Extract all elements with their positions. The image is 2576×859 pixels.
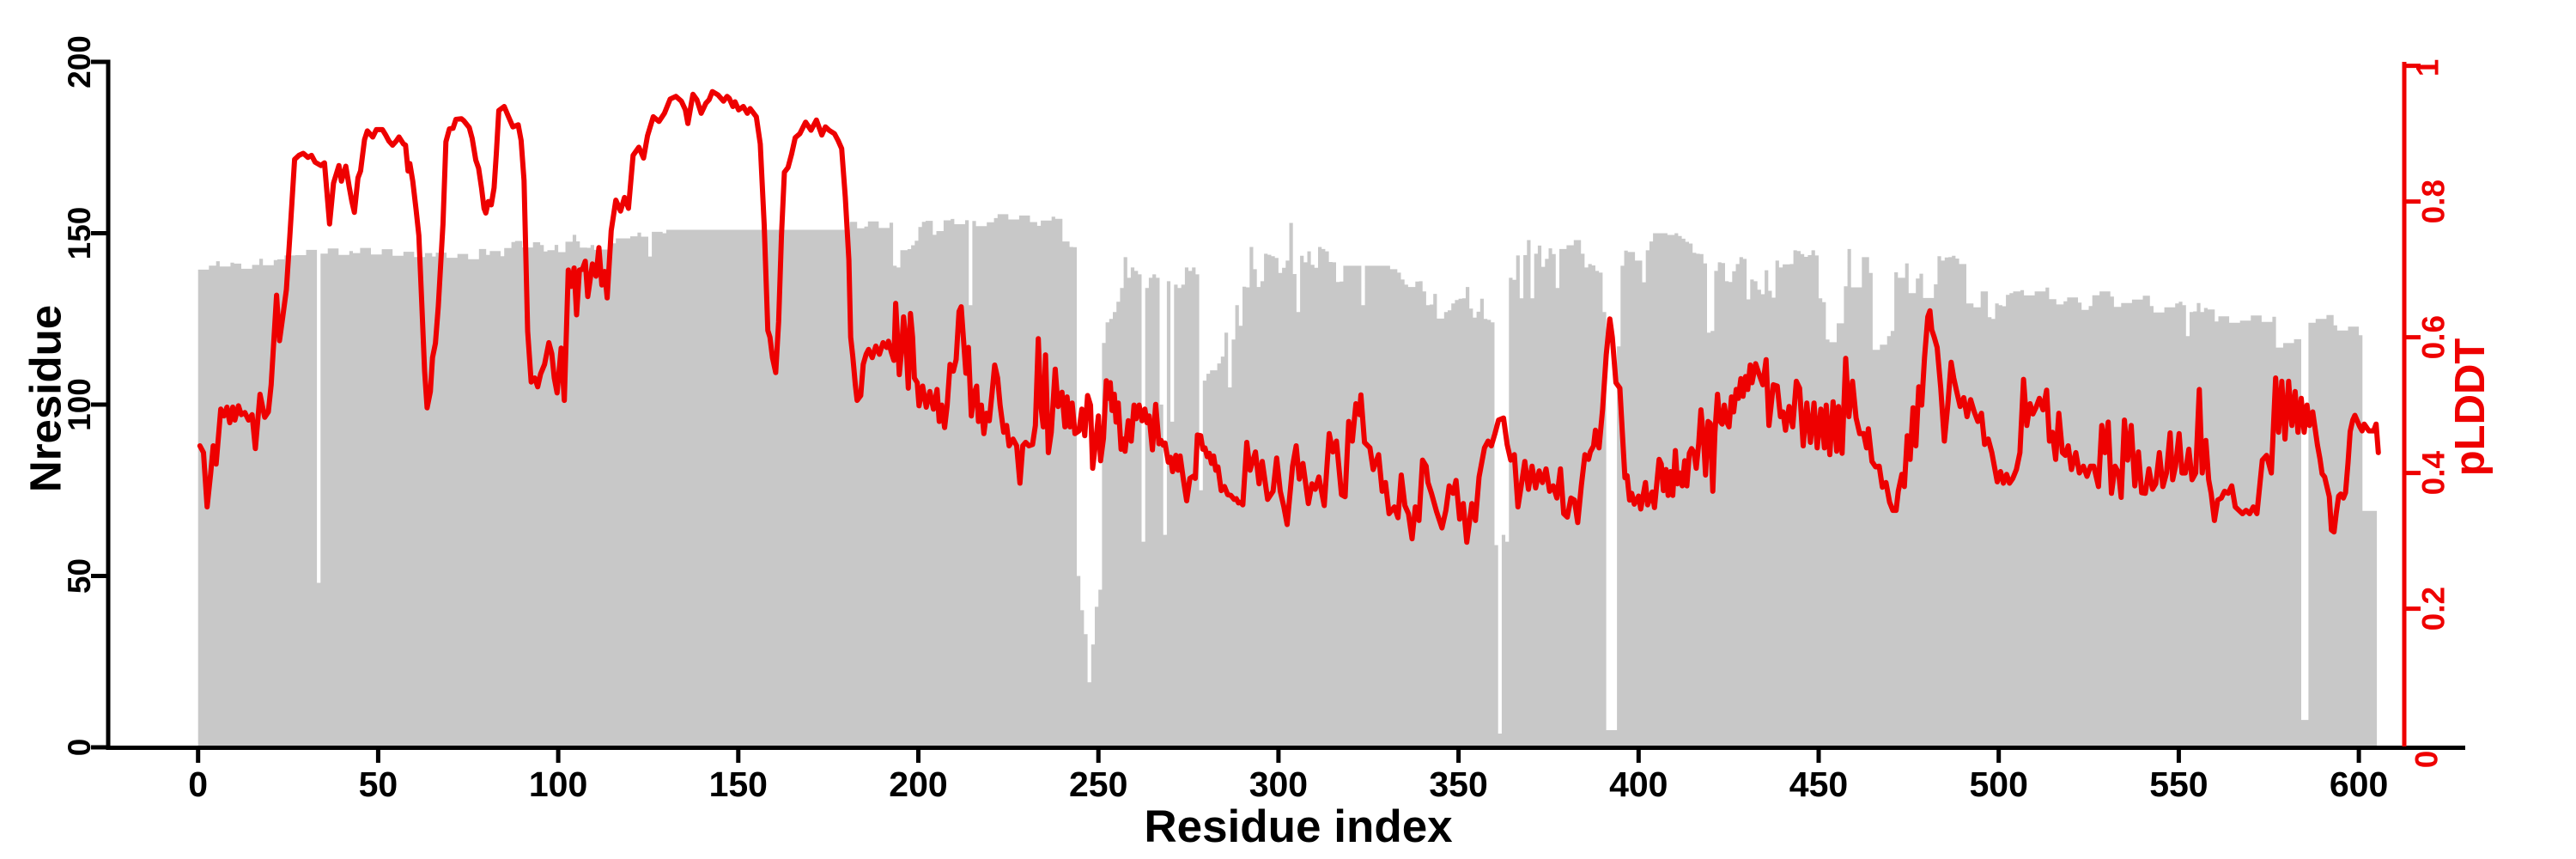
svg-text:350: 350 <box>1429 765 1487 804</box>
svg-text:300: 300 <box>1249 765 1308 804</box>
svg-text:50: 50 <box>62 558 97 594</box>
svg-text:0.4: 0.4 <box>2416 450 2451 495</box>
svg-text:0: 0 <box>188 765 208 804</box>
svg-text:100: 100 <box>529 765 587 804</box>
svg-text:550: 550 <box>2149 765 2208 804</box>
svg-text:1: 1 <box>2410 59 2445 77</box>
svg-text:0: 0 <box>62 739 97 757</box>
svg-text:200: 200 <box>62 35 97 88</box>
svg-text:0: 0 <box>2409 751 2445 769</box>
svg-text:0.2: 0.2 <box>2416 587 2451 631</box>
svg-text:Residue index: Residue index <box>1144 801 1453 852</box>
svg-text:250: 250 <box>1069 765 1127 804</box>
svg-text:600: 600 <box>2330 765 2388 804</box>
svg-text:150: 150 <box>62 207 97 260</box>
svg-text:Nresidue: Nresidue <box>21 305 70 492</box>
svg-text:100: 100 <box>62 378 97 431</box>
svg-text:450: 450 <box>1789 765 1848 804</box>
svg-text:400: 400 <box>1609 765 1668 804</box>
svg-text:500: 500 <box>1969 765 2027 804</box>
svg-text:0.6: 0.6 <box>2416 315 2451 359</box>
svg-text:50: 50 <box>359 765 398 804</box>
svg-text:200: 200 <box>889 765 947 804</box>
svg-text:pLDDT: pLDDT <box>2447 338 2494 477</box>
svg-text:0.8: 0.8 <box>2416 180 2451 223</box>
svg-text:150: 150 <box>709 765 768 804</box>
